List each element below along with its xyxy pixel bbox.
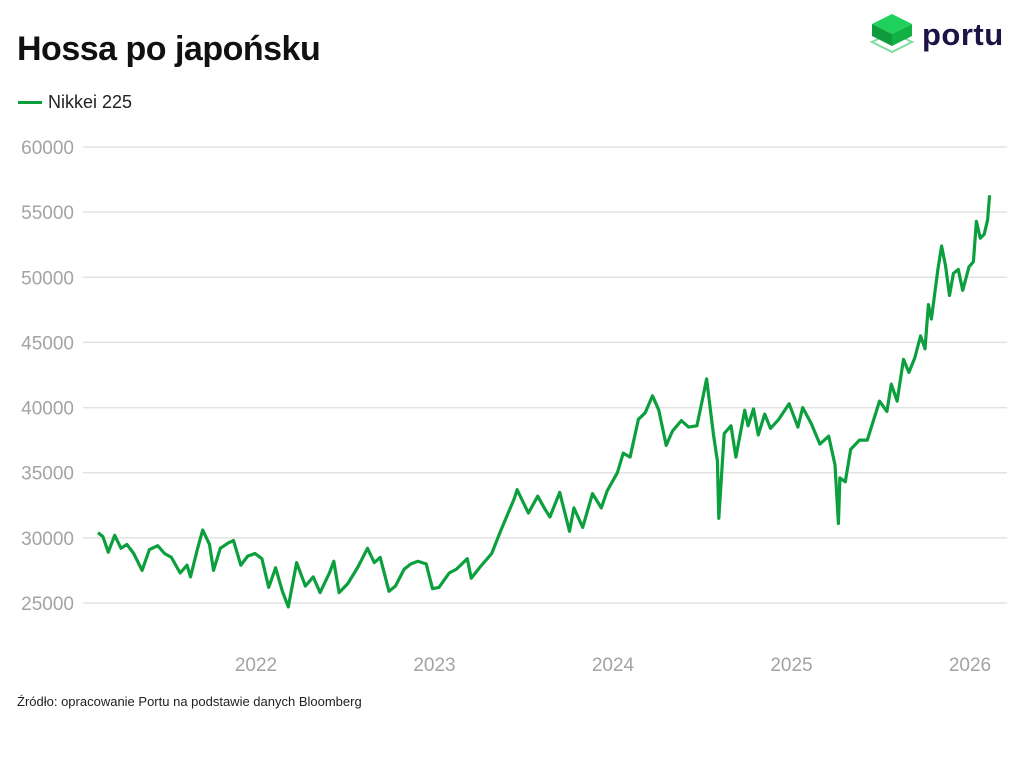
y-tick-label: 50000 — [21, 268, 74, 289]
x-tick-label: 2023 — [413, 655, 455, 676]
series-line-nikkei-225 — [96, 195, 992, 609]
y-tick-label: 40000 — [21, 399, 74, 420]
x-tick-label: 2026 — [949, 655, 991, 676]
x-tick-label: 2025 — [770, 655, 812, 676]
legend-swatch-nikkei — [18, 101, 42, 104]
legend-label-nikkei: Nikkei 225 — [48, 92, 133, 112]
cube-logo-icon — [869, 14, 915, 54]
x-tick-label: 2024 — [592, 655, 635, 676]
source-note: Źródło: opracowanie Portu na podstawie d… — [17, 694, 362, 709]
y-tick-label: 55000 — [21, 203, 74, 224]
legend: Nikkei 225 — [18, 92, 132, 113]
x-tick-label: 2022 — [235, 655, 277, 676]
logo-wordmark: portu — [922, 17, 1004, 52]
y-tick-label: 60000 — [21, 138, 74, 159]
y-tick-label: 30000 — [21, 529, 74, 550]
y-tick-label: 35000 — [21, 464, 74, 485]
y-tick-label: 25000 — [21, 594, 74, 615]
chart-title: Hossa po japońsku — [17, 30, 321, 68]
portu-logo: portu — [868, 12, 1004, 58]
y-tick-label: 45000 — [21, 333, 74, 354]
